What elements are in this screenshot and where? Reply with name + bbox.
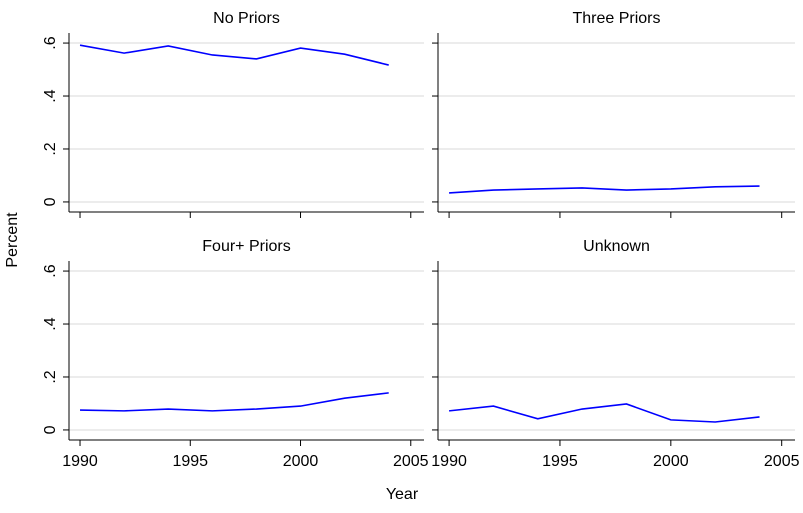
panel-title: Unknown: [583, 238, 650, 255]
x-tick-label: 2000: [653, 453, 689, 470]
x-tick-label: 1995: [172, 453, 208, 470]
y-tick-label: .4: [42, 317, 59, 330]
x-tick-label: 1990: [431, 453, 467, 470]
x-axis-label: Year: [386, 486, 419, 503]
y-axis-label: Percent: [4, 212, 21, 268]
y-tick-label: .2: [42, 370, 59, 383]
y-tick-label: .6: [42, 36, 59, 49]
data-line: [80, 392, 389, 412]
y-tick-label: 0: [42, 425, 59, 434]
x-tick-label: 2005: [764, 453, 800, 470]
x-tick-label: 1995: [542, 453, 578, 470]
data-line: [449, 185, 760, 194]
data-line: [79, 44, 389, 66]
x-tick-label: 1990: [62, 453, 98, 470]
y-tick-label: .2: [42, 142, 59, 155]
x-tick-label: 2000: [283, 453, 319, 470]
panel-title: Three Priors: [572, 10, 660, 27]
y-tick-label: .6: [42, 264, 59, 277]
x-tick-label: 2005: [393, 453, 429, 470]
panel-title: Four+ Priors: [202, 238, 290, 255]
y-tick-label: .4: [42, 89, 59, 102]
panel-title: No Priors: [213, 10, 280, 27]
y-tick-label: 0: [42, 197, 59, 206]
data-line: [449, 403, 760, 423]
